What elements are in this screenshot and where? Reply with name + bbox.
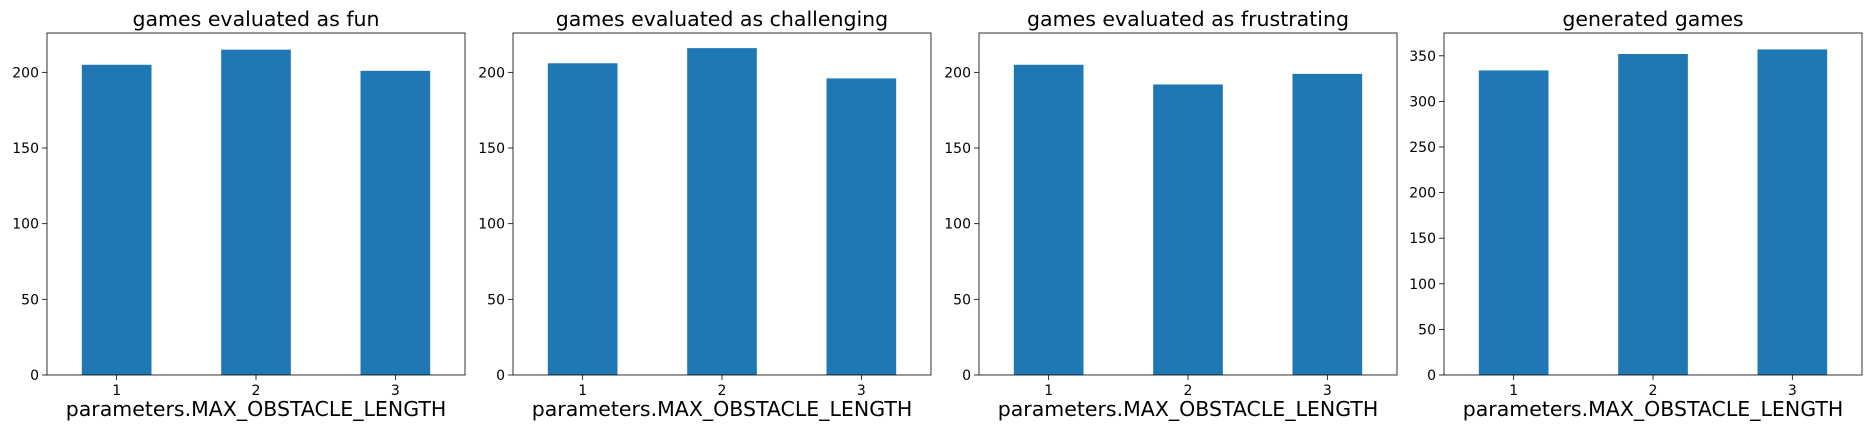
y-tick-label: 100 bbox=[944, 217, 971, 233]
y-tick-label: 150 bbox=[1409, 231, 1436, 247]
x-axis-label: parameters.MAX_OBSTACLE_LENGTH bbox=[1463, 397, 1844, 422]
chart-panel-2: 0 50 100 150 200 1 2 3 games evaluated as challe… bbox=[478, 7, 932, 422]
y-tick-label: 150 bbox=[478, 141, 505, 157]
chart-title: generated games bbox=[1562, 7, 1743, 31]
y-tick-label: 350 bbox=[1409, 49, 1436, 65]
x-tick-label: 3 bbox=[1788, 383, 1797, 399]
y-tick-label: 0 bbox=[1427, 368, 1436, 384]
y-tick-label: 0 bbox=[496, 368, 505, 384]
bar bbox=[1153, 84, 1223, 375]
y-tick-label: 50 bbox=[21, 292, 39, 308]
x-tick-label: 3 bbox=[1323, 383, 1332, 399]
y-tick-label: 300 bbox=[1409, 94, 1436, 110]
y-tick-label: 200 bbox=[1409, 186, 1436, 202]
x-tick-label: 2 bbox=[1649, 383, 1658, 399]
bar bbox=[1478, 70, 1549, 375]
chart-panel-4: 0 50 100 150 200 250 300 350 1 2 3 generated games p… bbox=[1409, 7, 1863, 422]
x-tick-label: 1 bbox=[112, 383, 121, 399]
x-axis-label: parameters.MAX_OBSTACLE_LENGTH bbox=[998, 397, 1379, 422]
y-tick-label: 100 bbox=[478, 217, 505, 233]
chart-panel-3: 0 50 100 150 200 1 2 3 games evaluated as frustr… bbox=[944, 7, 1398, 422]
bar bbox=[687, 48, 757, 375]
y-tick-label: 200 bbox=[12, 65, 39, 81]
bar bbox=[547, 63, 618, 376]
y-tick-label: 200 bbox=[944, 65, 971, 81]
chart-panel-1: 0 50 100 150 200 1 2 3 games evaluated as fun par… bbox=[12, 7, 466, 422]
bar bbox=[360, 70, 431, 375]
bar bbox=[826, 78, 897, 376]
y-tick-label: 50 bbox=[487, 292, 505, 308]
x-tick-label: 2 bbox=[252, 383, 261, 399]
y-tick-label: 150 bbox=[12, 141, 39, 157]
bar bbox=[81, 64, 152, 375]
y-tick-label: 150 bbox=[944, 141, 971, 157]
x-tick-label: 1 bbox=[1509, 383, 1518, 399]
x-tick-label: 1 bbox=[1044, 383, 1053, 399]
x-axis-label: parameters.MAX_OBSTACLE_LENGTH bbox=[66, 397, 447, 422]
bar bbox=[1292, 73, 1363, 376]
x-tick-label: 1 bbox=[578, 383, 587, 399]
y-tick-label: 200 bbox=[478, 65, 505, 81]
bar bbox=[1013, 64, 1084, 375]
y-tick-label: 250 bbox=[1409, 140, 1436, 156]
y-tick-label: 50 bbox=[1418, 322, 1436, 338]
bar bbox=[1757, 49, 1828, 376]
y-tick-label: 0 bbox=[962, 368, 971, 384]
x-tick-label: 3 bbox=[857, 383, 866, 399]
x-tick-label: 2 bbox=[1184, 383, 1193, 399]
y-tick-label: 100 bbox=[12, 217, 39, 233]
y-tick-label: 100 bbox=[1409, 277, 1436, 293]
y-tick-label: 50 bbox=[953, 292, 971, 308]
x-tick-label: 3 bbox=[391, 383, 400, 399]
bar bbox=[1618, 53, 1688, 375]
bar bbox=[221, 49, 291, 376]
chart-title: games evaluated as fun bbox=[132, 7, 379, 31]
chart-title: games evaluated as challenging bbox=[556, 7, 888, 31]
x-tick-label: 2 bbox=[718, 383, 727, 399]
chart-title: games evaluated as frustrating bbox=[1027, 7, 1349, 31]
x-axis-label: parameters.MAX_OBSTACLE_LENGTH bbox=[532, 397, 913, 422]
y-tick-label: 0 bbox=[30, 368, 39, 384]
